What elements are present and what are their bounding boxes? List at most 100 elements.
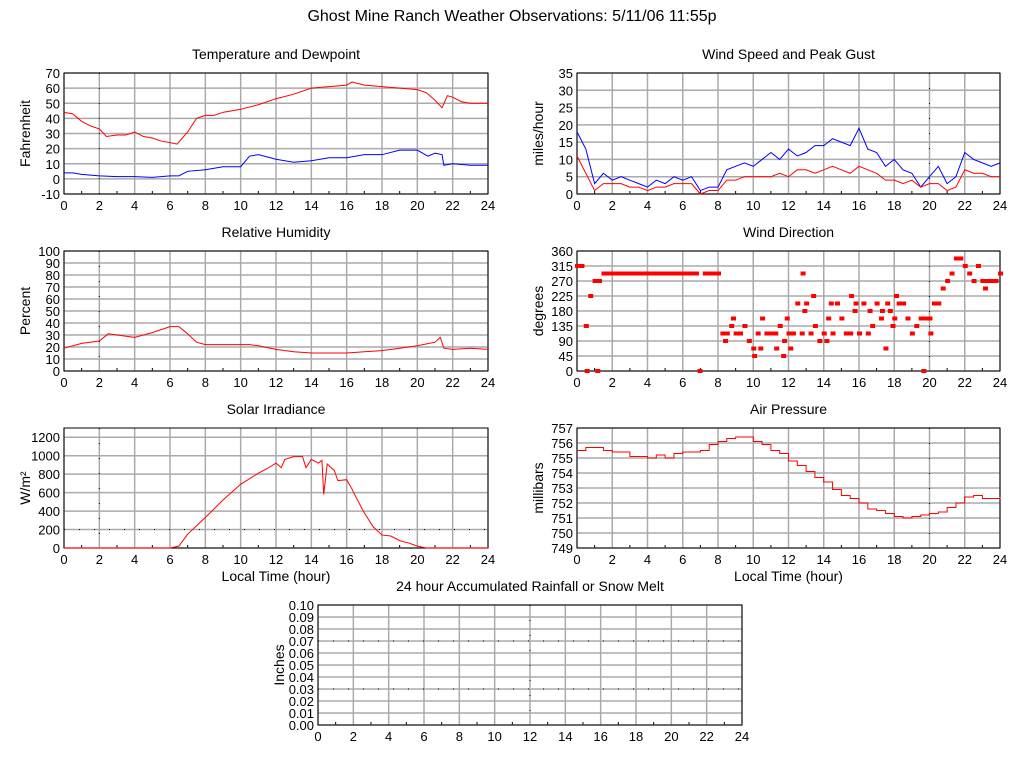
data-point bbox=[584, 369, 590, 373]
data-point bbox=[786, 331, 792, 336]
plot-frame bbox=[576, 427, 1001, 549]
data-point bbox=[583, 324, 589, 328]
series-line-air-pressure bbox=[577, 436, 1001, 519]
chart-title: Wind Speed and Peak Gust bbox=[702, 46, 875, 62]
data-point bbox=[983, 286, 989, 291]
y-tick-label: 0.05 bbox=[289, 658, 314, 673]
data-point bbox=[654, 271, 660, 276]
series-line-dewpoint bbox=[64, 149, 488, 178]
data-point bbox=[802, 309, 808, 313]
x-tick-label: 16 bbox=[852, 198, 866, 213]
data-point bbox=[575, 264, 580, 268]
data-point bbox=[782, 339, 788, 343]
y-tick-label: 70 bbox=[46, 280, 60, 295]
y-tick-label: 0 bbox=[53, 541, 60, 556]
y-axis-label: Inches bbox=[271, 644, 287, 685]
x-tick-label: 22 bbox=[958, 552, 972, 567]
x-tick-label: 16 bbox=[593, 729, 607, 744]
y-tick-label: 0.01 bbox=[289, 706, 314, 721]
chart-title: 24 hour Accumulated Rainfall or Snow Mel… bbox=[396, 578, 664, 594]
x-axis-label: Local Time (hour) bbox=[734, 568, 843, 584]
x-tick-label: 14 bbox=[817, 198, 831, 213]
data-point bbox=[894, 294, 900, 298]
data-point bbox=[579, 264, 585, 268]
data-point bbox=[883, 346, 889, 351]
data-point bbox=[663, 271, 669, 276]
data-point bbox=[645, 271, 651, 276]
y-tick-label: 0.04 bbox=[289, 670, 314, 685]
data-point bbox=[852, 309, 858, 313]
data-point bbox=[764, 331, 770, 336]
y-tick-label: 60 bbox=[46, 81, 60, 96]
x-tick-label: 8 bbox=[456, 729, 463, 744]
data-point bbox=[588, 294, 594, 298]
y-tick-label: 754 bbox=[551, 466, 573, 481]
y-tick-label: 40 bbox=[46, 111, 60, 126]
x-tick-label: 2 bbox=[96, 375, 103, 390]
x-tick-label: 4 bbox=[644, 552, 651, 567]
x-tick-label: 20 bbox=[410, 198, 424, 213]
y-tick-label: 90 bbox=[46, 256, 60, 271]
y-tick-label: 10 bbox=[46, 352, 60, 367]
data-point bbox=[601, 271, 607, 276]
x-tick-label: 12 bbox=[523, 729, 537, 744]
data-point bbox=[595, 369, 601, 373]
data-point bbox=[697, 369, 703, 373]
x-tick-label: 6 bbox=[166, 552, 173, 567]
x-tick-label: 6 bbox=[166, 198, 173, 213]
x-tick-label: 24 bbox=[481, 552, 495, 567]
series-line-temperature bbox=[63, 81, 488, 145]
plot-frame bbox=[63, 250, 489, 372]
data-point bbox=[693, 271, 699, 276]
data-point bbox=[923, 316, 929, 321]
x-axis-label: Local Time (hour) bbox=[222, 568, 331, 584]
data-point bbox=[853, 301, 859, 306]
data-point bbox=[605, 271, 611, 276]
plot-frame bbox=[576, 72, 1001, 195]
x-tick-label: 0 bbox=[60, 198, 67, 213]
series-line-peak-gust bbox=[576, 127, 1001, 192]
x-tick-label: 20 bbox=[922, 375, 936, 390]
data-point bbox=[758, 346, 764, 351]
x-tick-label: 0 bbox=[60, 552, 67, 567]
x-tick-label: 0 bbox=[573, 198, 580, 213]
data-point bbox=[707, 271, 713, 276]
x-tick-label: 18 bbox=[375, 375, 389, 390]
x-tick-label: 20 bbox=[922, 552, 936, 567]
page-title: Ghost Mine Ranch Weather Observations: 5… bbox=[307, 8, 717, 25]
x-tick-label: 0 bbox=[573, 375, 580, 390]
series-line-relative-humidity bbox=[63, 326, 489, 354]
x-tick-label: 18 bbox=[887, 198, 901, 213]
y-tick-label: 45 bbox=[559, 349, 573, 364]
y-axis-label: miles/hour bbox=[530, 101, 546, 166]
x-tick-label: 10 bbox=[233, 375, 247, 390]
x-tick-label: 4 bbox=[644, 375, 651, 390]
data-point bbox=[879, 316, 885, 321]
data-point bbox=[890, 324, 896, 328]
x-tick-label: 18 bbox=[629, 729, 643, 744]
data-point bbox=[636, 271, 642, 276]
data-point bbox=[614, 271, 620, 276]
data-point bbox=[892, 316, 898, 321]
y-tick-label: 225 bbox=[551, 289, 573, 304]
y-tick-label: 20 bbox=[559, 118, 573, 133]
rainfall-chart: 0 2 4 6 8 10 12 14 16 18 20 22 240.000.010.020.030.0… bbox=[271, 578, 749, 744]
chart-title: Wind Direction bbox=[743, 224, 834, 240]
wind-speed-chart: 0 2 4 6 8 10 12 14 16 18 20 22 2405101520253035Wind … bbox=[530, 46, 1007, 213]
data-point bbox=[905, 316, 911, 321]
data-point bbox=[751, 346, 757, 351]
x-tick-label: 10 bbox=[746, 198, 760, 213]
y-tick-label: 800 bbox=[38, 467, 60, 482]
x-tick-label: 8 bbox=[202, 198, 209, 213]
temperature-chart: 0 2 4 6 8 10 12 14 16 18 20 22 24-10010203040506070T… bbox=[17, 46, 495, 213]
data-point bbox=[887, 309, 893, 313]
y-tick-label: 752 bbox=[551, 496, 573, 511]
data-point bbox=[975, 264, 981, 268]
x-tick-label: 14 bbox=[817, 375, 831, 390]
data-point bbox=[861, 301, 867, 306]
data-point bbox=[993, 279, 999, 283]
data-point bbox=[834, 301, 840, 306]
data-point bbox=[597, 279, 603, 283]
x-tick-label: 24 bbox=[481, 375, 495, 390]
data-point bbox=[781, 354, 787, 358]
